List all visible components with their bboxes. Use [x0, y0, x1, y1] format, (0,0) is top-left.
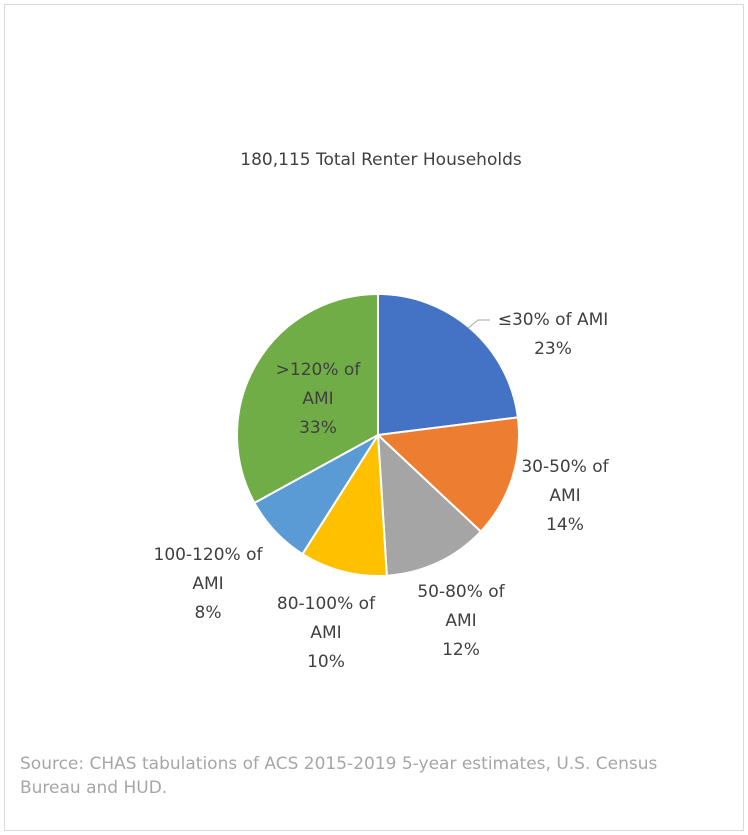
slice-label: 30-50% of AMI: [521, 457, 609, 506]
pie-slice: [377, 292, 520, 437]
value-label: 10%: [307, 652, 345, 672]
value-label: 8%: [195, 603, 222, 623]
source-note: Source: CHAS tabulations of ACS 2015-201…: [20, 754, 658, 798]
pie-slice: [376, 432, 483, 577]
pie-slice: [301, 431, 388, 577]
pie-slice: [375, 416, 520, 533]
value-label: 12%: [442, 640, 480, 660]
slice-label: 50-80% of AMI: [417, 582, 505, 631]
chart-border: [4, 4, 744, 831]
leader-line: [467, 319, 490, 329]
slice-label: 80-100% of AMI: [277, 594, 376, 643]
value-label: 33%: [299, 418, 337, 438]
slice-label: 100-120% of AMI: [154, 545, 264, 594]
value-label: 14%: [546, 515, 584, 535]
pie-slice: [236, 292, 379, 505]
slice-label: >120% of AMI: [276, 360, 362, 409]
chart-title: 180,115 Total Renter Households: [240, 150, 522, 170]
slice-label: ≤30% of AMI: [498, 310, 609, 330]
value-label: 23%: [534, 339, 572, 359]
